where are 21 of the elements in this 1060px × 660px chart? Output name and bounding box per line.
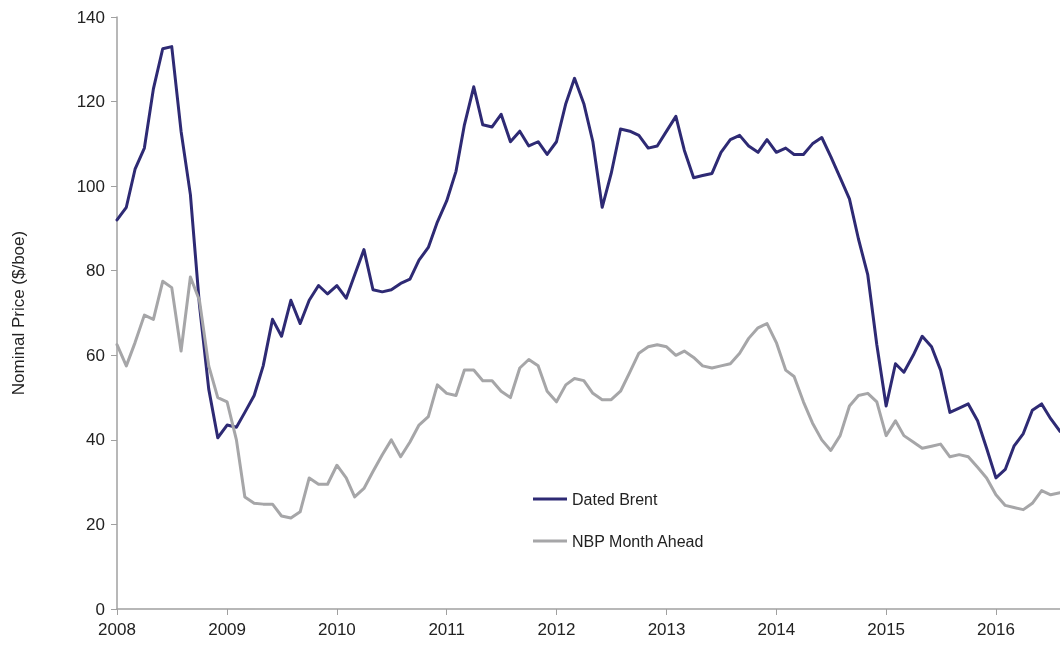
y-tick-label: 140 xyxy=(76,7,105,27)
y-axis-title: Nominal Price ($/boe) xyxy=(9,230,28,396)
x-tick-label: 2008 xyxy=(98,620,136,639)
x-tick-label: 2013 xyxy=(647,620,686,639)
y-tick-label: 60 xyxy=(86,345,105,365)
x-tick-label: 2014 xyxy=(757,620,796,639)
y-tick-label: 40 xyxy=(86,430,105,450)
y-tick-label: 0 xyxy=(95,599,105,619)
line-series xyxy=(115,45,1060,480)
y-tick-label: 100 xyxy=(76,176,105,196)
x-tick-label: 2015 xyxy=(867,620,906,639)
x-tick-label: 2012 xyxy=(537,620,576,639)
x-tick-label: 2009 xyxy=(208,620,247,639)
legend-label: NBP Month Ahead xyxy=(572,532,704,550)
x-tick-label: 2011 xyxy=(428,620,465,639)
x-tick-label: 2010 xyxy=(317,620,356,639)
x-tick-label: 2016 xyxy=(977,620,1015,639)
y-tick-label: 80 xyxy=(86,261,105,281)
y-tick-label: 120 xyxy=(76,92,105,112)
legend-label: Dated Brent xyxy=(572,490,658,508)
y-tick-label: 20 xyxy=(86,514,105,534)
